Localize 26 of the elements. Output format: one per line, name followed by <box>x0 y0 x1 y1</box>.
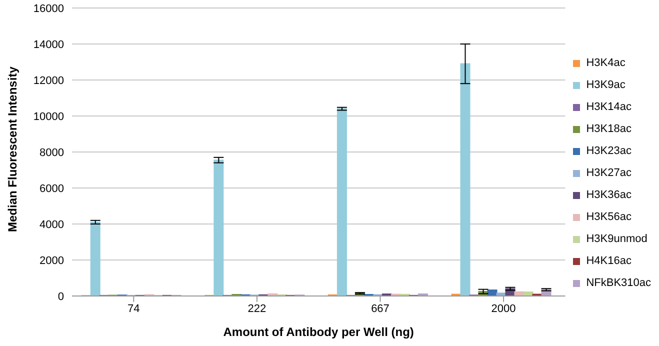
y-tick-label: 4000 <box>40 218 64 231</box>
y-tick-label: 8000 <box>40 146 64 159</box>
y-tick-label: 12000 <box>33 74 64 87</box>
x-axis-title: Amount of Antibody per Well (ng) <box>223 325 414 339</box>
legend-label: H3K36ac <box>586 189 632 201</box>
legend-label: H3K18ac <box>586 123 632 135</box>
legend-label: H3K27ac <box>586 167 632 179</box>
x-tick-label: 222 <box>248 302 266 315</box>
y-tick-label: 6000 <box>40 182 64 195</box>
legend-label: H3K4ac <box>586 57 626 69</box>
y-tick-label: 14000 <box>33 38 64 51</box>
legend-label: H3K9unmod <box>586 233 648 245</box>
x-tick-label: 667 <box>371 302 390 315</box>
y-tick-label: 16000 <box>33 2 64 15</box>
legend-label: H3K23ac <box>586 145 632 157</box>
y-tick-label: 10000 <box>33 110 64 123</box>
legend-label: H3K56ac <box>586 211 632 223</box>
legend-label: NFkBK310ac <box>586 277 651 289</box>
legend-label: H4K16ac <box>586 255 632 267</box>
legend-label: H3K9ac <box>586 79 626 91</box>
x-tick-label: 74 <box>128 302 140 315</box>
x-tick-label: 2000 <box>491 302 516 315</box>
y-axis-title: Median Fluorescent Intensity <box>5 66 20 232</box>
legend-label: H3K14ac <box>586 101 632 113</box>
y-tick-label: 0 <box>58 290 64 303</box>
y-tick-label: 2000 <box>40 254 64 267</box>
